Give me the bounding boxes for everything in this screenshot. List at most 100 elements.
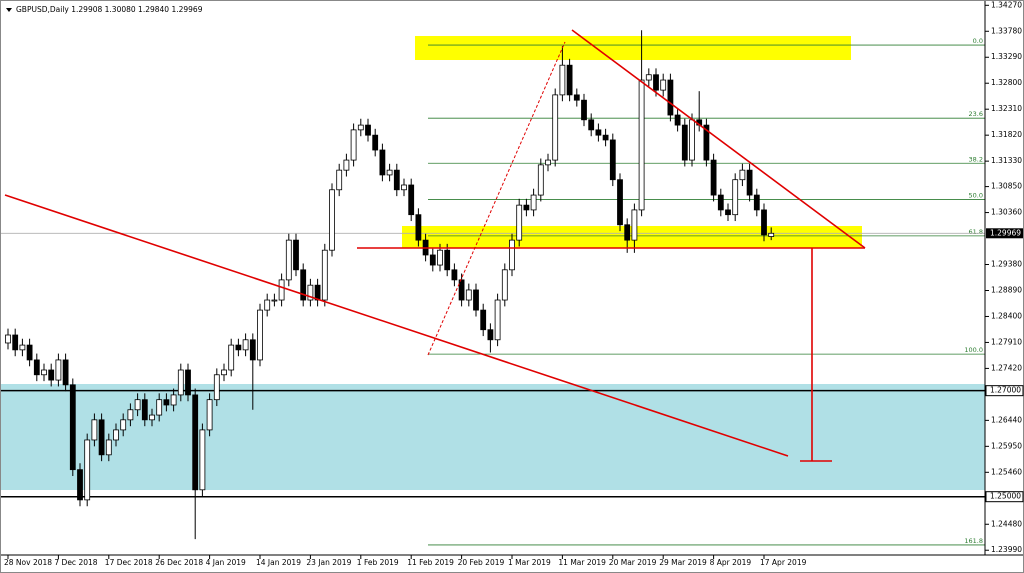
candle-body [609, 139, 616, 181]
candle-body [530, 194, 537, 211]
candle-body [156, 399, 163, 416]
candle-body [761, 209, 767, 236]
candle-body [660, 79, 667, 91]
candle-body [91, 419, 98, 441]
candle-body [653, 74, 659, 91]
candle-body [545, 159, 551, 166]
candle-body [768, 232, 775, 237]
candle-body [235, 344, 242, 351]
candle-body [285, 239, 292, 281]
y-tick-label: 1.33290 [991, 52, 1022, 61]
candle-body [170, 394, 177, 406]
resistance-box [415, 36, 851, 60]
candle-body [602, 134, 609, 141]
candle-body [746, 169, 753, 196]
candle-body [177, 369, 184, 396]
support-zone [0, 384, 985, 490]
candle-body [163, 399, 170, 406]
candle-body [185, 369, 191, 396]
candle-body [84, 439, 91, 501]
y-tick-label: 1.29380 [991, 260, 1022, 269]
plot-layer: 0.0 23.6 38.2 50.0 61.8 100.0 161.8 [0, 30, 985, 546]
candle-body [537, 164, 544, 196]
candle-body [221, 369, 227, 376]
price-label-box [985, 491, 1024, 503]
candle-body [401, 184, 407, 191]
candle-body [509, 239, 515, 271]
fib-label: 100.0 [964, 346, 983, 354]
candle-body [451, 269, 458, 281]
candle-body [379, 149, 386, 176]
candle-body [98, 419, 105, 456]
candle-body [631, 209, 638, 241]
candle-body [732, 179, 739, 216]
y-tick-label: 1.27910 [991, 337, 1022, 346]
candle-body [55, 359, 62, 381]
x-tick-label: 28 Nov 2018 [4, 558, 52, 567]
candle-body [149, 414, 155, 421]
x-tick-label: 11 Mar 2019 [558, 558, 606, 567]
candle-body [249, 339, 256, 361]
last-price-box [986, 228, 1023, 239]
candle-body [480, 309, 487, 331]
candle-body [12, 334, 19, 351]
fib-label: 38.2 [969, 155, 983, 163]
candle-body [141, 399, 148, 421]
y-tick-label: 1.31330 [991, 156, 1022, 165]
x-tick-label: 17 Apr 2019 [760, 558, 807, 567]
x-tick-label: 29 Mar 2019 [659, 558, 707, 567]
candle-body [588, 119, 595, 131]
candle-body [386, 169, 393, 176]
y-tick-label: 1.30360 [991, 208, 1022, 217]
candle-body [444, 249, 451, 271]
x-tick-label: 20 Feb 2019 [458, 558, 505, 567]
candle-body [321, 249, 328, 301]
candle-body [681, 124, 688, 161]
menu-arrow[interactable] [6, 8, 12, 12]
y-tick-label: 1.30850 [991, 182, 1022, 191]
chart-title: GBPUSD,Daily 1.29908 1.30080 1.29840 1.2… [16, 5, 203, 14]
candle-body [703, 124, 710, 161]
y-tick-label: 1.23990 [991, 545, 1022, 554]
candle-body [552, 94, 559, 161]
candle-body [739, 169, 746, 181]
x-tick-label: 14 Jan 2019 [256, 558, 301, 567]
candle-body [458, 279, 465, 301]
y-tick-label: 1.32310 [991, 104, 1022, 113]
fib-label: 61.8 [969, 228, 983, 236]
candle-body [617, 179, 623, 226]
x-tick-label: 1 Feb 2019 [357, 558, 399, 567]
x-tick-label: 17 Dec 2018 [105, 558, 153, 567]
fib-label: 0.0 [973, 37, 983, 45]
candle-body [581, 99, 587, 121]
candle-body [19, 344, 26, 351]
candle-body [573, 94, 580, 101]
y-tick-label: 1.34270 [991, 0, 1022, 9]
candle-body [329, 189, 335, 251]
candle-body [638, 79, 645, 211]
candle-body [242, 339, 249, 351]
candle-body [667, 79, 674, 116]
x-tick-label: 7 Dec 2018 [54, 558, 97, 567]
candle-body [516, 204, 523, 241]
candle-body [206, 399, 213, 431]
candle-body [473, 289, 479, 311]
candle-body [264, 299, 271, 311]
candle-body [134, 399, 141, 411]
candle-body [487, 329, 494, 341]
y-tick-label: 1.27420 [991, 363, 1022, 372]
candle-body [717, 194, 724, 211]
candle-body [624, 224, 631, 241]
fib-label: 50.0 [969, 192, 983, 200]
candle-body [689, 119, 695, 161]
candle-body [120, 419, 127, 431]
candle-body [415, 214, 422, 241]
drawings [4, 29, 866, 462]
candle-body [437, 249, 443, 266]
candle-body [372, 134, 379, 151]
x-tick-label: 20 Mar 2019 [609, 558, 657, 567]
fib-label: 161.8 [964, 537, 983, 545]
candle-body [350, 129, 357, 161]
candle-body [645, 74, 652, 81]
